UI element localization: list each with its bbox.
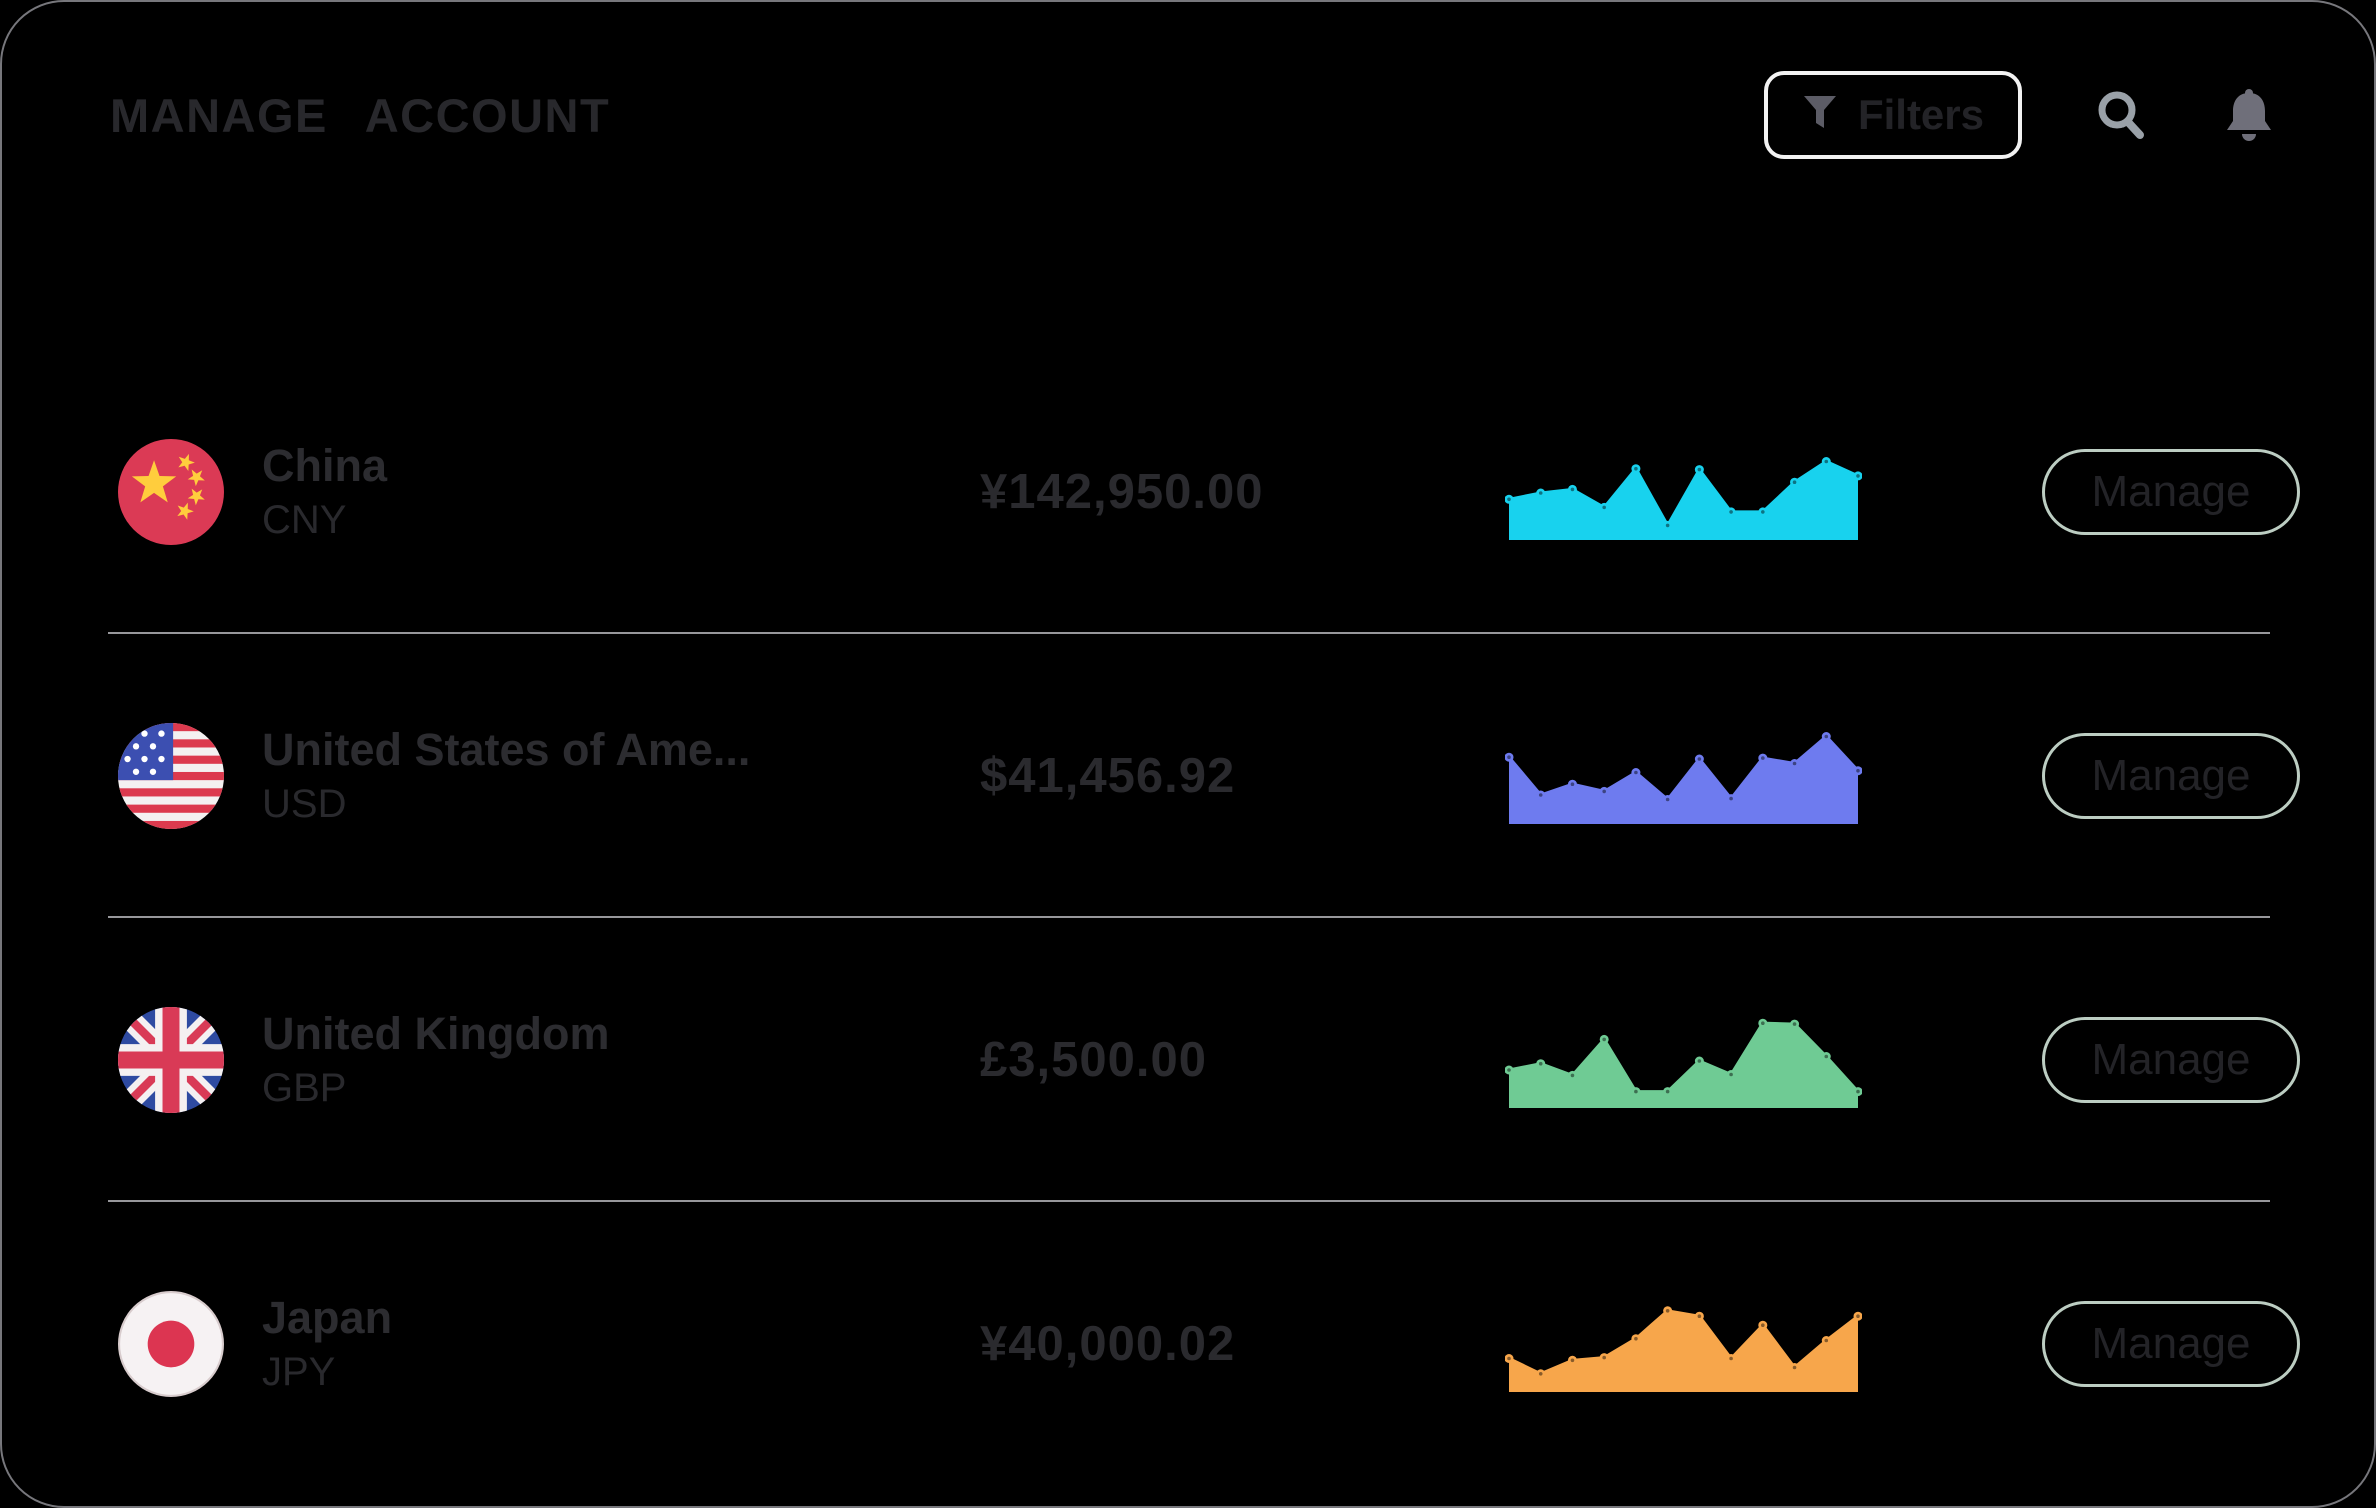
balance-sparkline (1505, 1018, 1862, 1108)
search-icon (2092, 91, 2150, 147)
country-name: Japan (262, 1291, 393, 1343)
manage-button[interactable]: Manage (2042, 733, 2300, 819)
account-row-uk: United Kingdom GBP £3,500.00 Manage (2, 918, 2374, 1202)
page-title: MANAGE ACCOUNT (110, 88, 611, 142)
account-info: Japan JPY (262, 1293, 980, 1396)
filters-label: Filters (1857, 91, 1984, 138)
country-name: United States of Ame... (262, 723, 751, 775)
account-info: China CNY (262, 441, 980, 544)
balance-sparkline (1505, 457, 1862, 540)
currency-code: USD (262, 782, 347, 827)
funnel-icon (1802, 94, 1838, 137)
account-balance: ¥142,950.00 (980, 465, 1264, 519)
account-row-china: China CNY ¥142,950.00 Manage (2, 350, 2374, 634)
notifications-button[interactable] (2220, 85, 2278, 145)
balance-sparkline (1505, 732, 1862, 824)
manage-button[interactable]: Manage (2042, 1017, 2300, 1103)
account-balance: $41,456.92 (980, 749, 1236, 803)
account-balance: £3,500.00 (980, 1033, 1207, 1087)
usa-flag-icon (118, 723, 224, 829)
account-row-usa: United States of Ame... USD $41,456.92 M… (2, 634, 2374, 918)
currency-code: GBP (262, 1066, 347, 1111)
header: MANAGE ACCOUNT Filters (2, 2, 2374, 170)
account-info: United Kingdom GBP (262, 1009, 980, 1112)
manage-button[interactable]: Manage (2042, 1301, 2300, 1387)
accounts-list: China CNY ¥142,950.00 Manage (2, 350, 2374, 1486)
uk-flag-icon (118, 1007, 224, 1113)
bell-icon (2220, 89, 2278, 148)
country-name: United Kingdom (262, 1007, 610, 1059)
search-button[interactable] (2092, 86, 2150, 144)
japan-flag-icon (118, 1291, 224, 1397)
account-balance: ¥40,000.02 (980, 1317, 1236, 1371)
balance-sparkline (1505, 1306, 1862, 1392)
account-row-japan: Japan JPY ¥40,000.02 Manage (2, 1202, 2374, 1486)
manage-button[interactable]: Manage (2042, 449, 2300, 535)
filters-button[interactable]: Filters (1763, 71, 2022, 159)
currency-code: JPY (262, 1350, 336, 1395)
currency-code: CNY (262, 498, 347, 543)
account-info: United States of Ame... USD (262, 725, 980, 828)
header-actions: Filters (1763, 71, 2278, 159)
country-name: China (262, 439, 388, 491)
china-flag-icon (118, 439, 224, 545)
